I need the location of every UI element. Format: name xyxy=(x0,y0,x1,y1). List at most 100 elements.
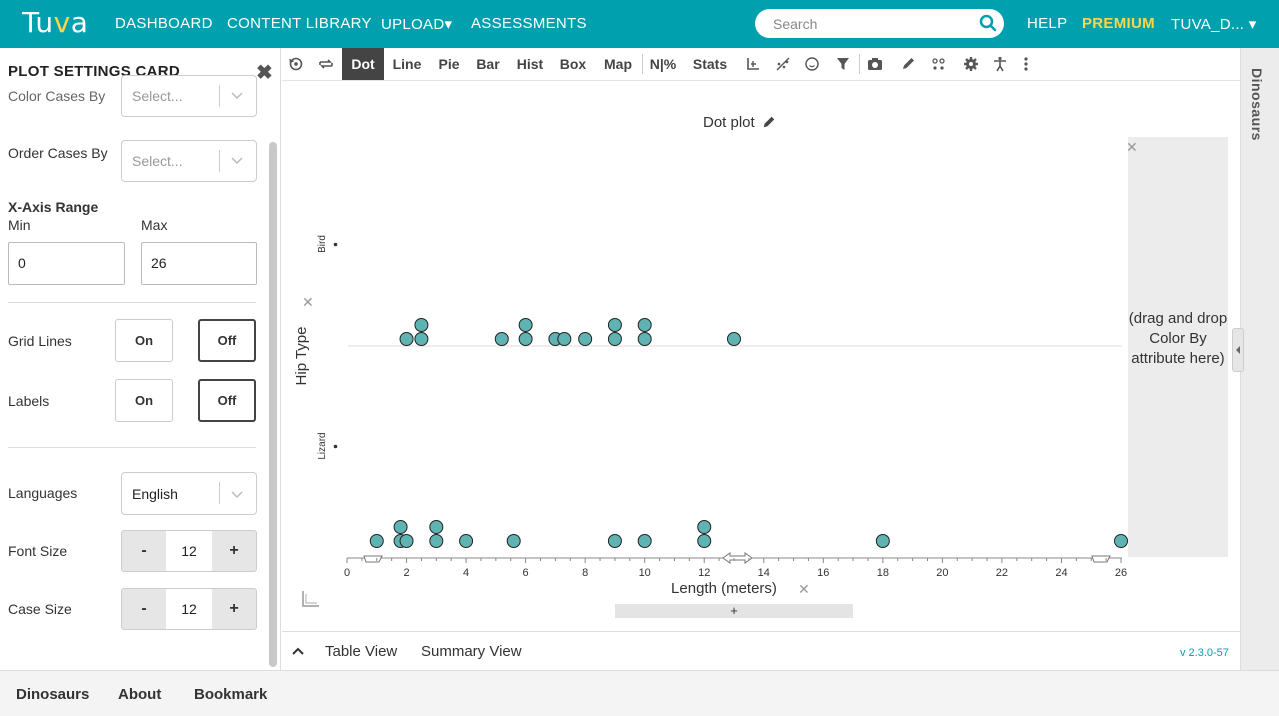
footer-bookmark-link[interactable]: Bookmark xyxy=(194,686,268,703)
nav-premium[interactable]: PREMIUM xyxy=(1082,15,1155,32)
data-point xyxy=(414,318,429,332)
nav-assessments[interactable]: ASSESSMENTS xyxy=(471,15,587,32)
footer-dinosaurs-link[interactable]: Dinosaurs xyxy=(16,686,90,703)
case-size-decrement-button[interactable]: - xyxy=(141,600,147,617)
order-cases-by-select[interactable]: Select... xyxy=(121,140,257,182)
chevron-up-icon[interactable] xyxy=(292,646,304,656)
remove-y-axis-icon[interactable]: ✕ xyxy=(302,294,314,310)
dataset-side-tab-label: Dinosaurs xyxy=(1249,68,1265,141)
accessibility-icon[interactable] xyxy=(992,56,1008,72)
x-axis-label[interactable]: Length (meters) xyxy=(671,580,777,597)
category-label: Lizard xyxy=(317,432,328,459)
font-size-decrement-button[interactable]: - xyxy=(141,542,147,559)
languages-select[interactable]: English xyxy=(121,472,257,515)
user-menu[interactable]: TUVA_D... ▾ xyxy=(1171,16,1257,33)
nav-content-library[interactable]: CONTENT LIBRARY xyxy=(227,15,372,32)
search-input[interactable] xyxy=(773,14,973,34)
font-size-value[interactable]: 12 xyxy=(166,531,212,571)
case-size-value[interactable]: 12 xyxy=(166,589,212,629)
data-point xyxy=(506,534,521,548)
axis-drag-handle[interactable] xyxy=(722,552,753,564)
data-point xyxy=(697,534,712,548)
nav-dashboard[interactable]: DASHBOARD xyxy=(115,15,213,32)
category-label: Bird xyxy=(317,235,328,253)
dataset-side-tab[interactable]: Dinosaurs xyxy=(1240,48,1279,670)
summary-view-link[interactable]: Summary View xyxy=(421,643,522,660)
data-point xyxy=(578,332,593,346)
footer-about-link[interactable]: About xyxy=(118,686,162,703)
toolbar-separator xyxy=(642,54,643,74)
table-view-link[interactable]: Table View xyxy=(325,643,398,660)
data-point xyxy=(399,332,414,346)
tab-stats[interactable]: Stats xyxy=(692,56,728,72)
axis-swap-icon[interactable] xyxy=(299,589,321,611)
collapse-panel-button[interactable] xyxy=(1232,328,1244,372)
dot-plot-chart: Hip Type Length (meters) 0 2 4 6 8 10 12 14 16 18… xyxy=(293,235,1128,597)
case-size-increment-button[interactable]: + xyxy=(229,600,239,617)
x-tick-label: 12 xyxy=(698,567,710,579)
footer-bar: Dinosaurs About Bookmark xyxy=(0,670,1279,716)
filter-icon[interactable] xyxy=(835,56,851,72)
x-max-input[interactable]: 26 xyxy=(141,242,257,285)
reset-icon[interactable] xyxy=(288,56,304,72)
range-slider-handle[interactable] xyxy=(363,555,383,563)
camera-icon[interactable] xyxy=(867,56,883,72)
x-tick-label: 18 xyxy=(877,567,889,579)
x-min-input[interactable]: 0 xyxy=(8,242,125,285)
shuffle-icon[interactable] xyxy=(318,56,334,72)
tuva-logo[interactable]: Tuva xyxy=(22,6,89,39)
color-cases-by-value: Select... xyxy=(132,88,183,104)
tab-pie[interactable]: Pie xyxy=(438,56,460,72)
data-point xyxy=(518,318,533,332)
data-point xyxy=(607,332,622,346)
order-cases-by-label: Order Cases By xyxy=(8,145,108,161)
data-point xyxy=(429,520,444,534)
more-icon[interactable] xyxy=(1018,56,1034,72)
labels-off-button[interactable]: Off xyxy=(198,379,256,422)
color-cases-by-select[interactable]: Select... xyxy=(121,75,257,117)
data-point xyxy=(1114,534,1128,548)
category-marker xyxy=(333,242,338,247)
font-size-increment-button[interactable]: + xyxy=(229,542,239,559)
y-axis-label[interactable]: Hip Type xyxy=(293,327,310,386)
dots-icon[interactable] xyxy=(931,56,947,72)
x-tick-label: 0 xyxy=(344,567,350,579)
panel-scrollbar[interactable] xyxy=(269,142,277,667)
smiley-icon[interactable] xyxy=(804,56,820,72)
top-nav: Tuva DASHBOARD CONTENT LIBRARY UPLOAD▾ A… xyxy=(0,0,1279,48)
tab-dot[interactable]: Dot xyxy=(342,48,384,80)
remove-x-axis-icon[interactable]: ✕ xyxy=(798,581,810,597)
close-legend-icon[interactable]: ✕ xyxy=(1126,139,1138,155)
axis-swap-icon[interactable] xyxy=(744,56,760,72)
nav-upload[interactable]: UPLOAD▾ xyxy=(381,16,453,33)
tab-box[interactable]: Box xyxy=(559,56,587,72)
tab-count-percent[interactable]: N|% xyxy=(649,56,677,72)
gear-icon[interactable] xyxy=(963,56,979,72)
add-axis-button[interactable]: + xyxy=(615,604,853,618)
font-size-stepper: - 12 + xyxy=(121,530,257,572)
category-marker xyxy=(333,444,338,449)
grid-lines-on-button[interactable]: On xyxy=(115,319,173,362)
edit-pencil-icon[interactable] xyxy=(762,115,776,129)
range-slider-handle[interactable] xyxy=(1091,555,1111,563)
tab-map[interactable]: Map xyxy=(604,56,632,72)
data-point xyxy=(393,520,408,534)
data-point xyxy=(429,534,444,548)
grid-lines-off-button[interactable]: Off xyxy=(198,319,256,362)
pen-icon[interactable] xyxy=(900,56,916,72)
font-size-label: Font Size xyxy=(8,543,68,559)
data-point xyxy=(399,534,414,548)
divider xyxy=(8,302,256,303)
trendline-icon[interactable] xyxy=(775,56,791,72)
tab-bar[interactable]: Bar xyxy=(476,56,500,72)
labels-on-button[interactable]: On xyxy=(115,379,173,422)
close-icon[interactable]: ✖ xyxy=(256,62,273,84)
tab-hist[interactable]: Hist xyxy=(516,56,544,72)
search-icon[interactable] xyxy=(978,13,998,33)
plot-settings-card: PLOT SETTINGS CARD ✖ Color Cases By Sele… xyxy=(0,48,281,670)
color-by-drop-zone[interactable]: (drag and drop Color By attribute here) xyxy=(1128,137,1228,557)
plot-title[interactable]: Dot plot xyxy=(703,114,776,131)
data-point xyxy=(727,332,741,346)
tab-line[interactable]: Line xyxy=(392,56,422,72)
nav-help[interactable]: HELP xyxy=(1027,15,1068,32)
